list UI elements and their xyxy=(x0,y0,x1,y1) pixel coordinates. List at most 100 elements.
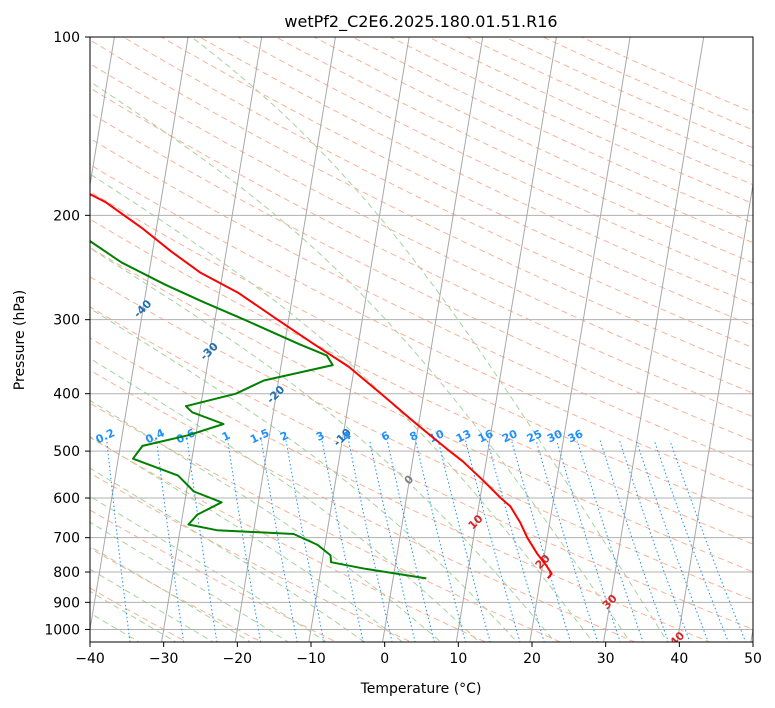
x-tick-label: −30 xyxy=(149,651,179,667)
mixing-ratio-line xyxy=(487,440,545,642)
x-tick-label: −20 xyxy=(223,651,253,667)
dry-adiabat-line xyxy=(427,37,753,186)
x-tick-label: −40 xyxy=(75,651,105,667)
moist-adiabat-line xyxy=(90,247,556,642)
dry-adiabat-line xyxy=(90,112,753,442)
dry-adiabat-line xyxy=(90,337,711,642)
dry-adiabat-line xyxy=(198,37,753,305)
isotherm-line xyxy=(308,37,410,642)
mixing-ratio-line xyxy=(415,440,466,642)
y-tick-label: 900 xyxy=(53,595,80,611)
isotherm-line xyxy=(455,37,557,642)
dry-adiabat-line xyxy=(90,246,753,573)
mixing-ratio-line xyxy=(369,440,416,642)
mixing-ratio-line xyxy=(635,440,709,642)
mixing-ratio-label: 30 xyxy=(545,427,565,445)
isotherm-line xyxy=(676,181,753,642)
y-tick-label: 300 xyxy=(53,313,80,329)
x-tick-label: 50 xyxy=(744,651,762,667)
moist-adiabat-line xyxy=(90,80,631,642)
mixing-ratio-label: 20 xyxy=(500,427,520,445)
dry-adiabat-line xyxy=(465,37,753,167)
mixing-ratio-label: 16 xyxy=(476,427,496,445)
isotherm-line xyxy=(382,37,484,642)
y-tick-label: 500 xyxy=(53,444,80,460)
moist-adiabats xyxy=(90,37,669,642)
mixing-ratio-line xyxy=(227,440,262,642)
moist-adiabat-line xyxy=(90,545,252,642)
mixing-ratio-line xyxy=(619,440,691,642)
x-tick-label: −10 xyxy=(296,651,326,667)
temperature-profile-line xyxy=(90,193,553,580)
dry-adiabat-line xyxy=(90,87,753,418)
mixing-ratio-line xyxy=(465,440,521,642)
dry-adiabat-line xyxy=(90,306,753,630)
mixing-ratio-line xyxy=(535,440,599,642)
moist-adiabat-line xyxy=(90,521,290,642)
moist-adiabat-line xyxy=(90,590,178,642)
dry-adiabat-line xyxy=(274,37,753,264)
dry-adiabat-line xyxy=(90,402,562,642)
profile-lines xyxy=(90,193,553,580)
dry-adiabat-line xyxy=(90,276,753,601)
mixing-ratio-line xyxy=(556,440,621,642)
isotherm-gridlines xyxy=(90,37,753,642)
moist-adiabat-line xyxy=(90,467,366,642)
dry-adiabat-line xyxy=(90,369,637,642)
x-tick-label: 20 xyxy=(523,651,541,667)
mixing-ratio-label: 25 xyxy=(525,427,544,445)
dry-adiabat-line xyxy=(389,37,753,205)
mixing-ratio-line xyxy=(437,440,491,642)
isotherm-line xyxy=(90,37,189,633)
mixing-ratio-line xyxy=(285,440,325,642)
x-axis-label: Temperature (°C) xyxy=(360,681,482,697)
mixing-ratio-label: 13 xyxy=(454,427,473,445)
plot-area: -100-90-80-70-60-50-40-30-20-10010203040… xyxy=(90,37,753,642)
mixing-ratio-label: 10 xyxy=(427,427,447,445)
dry-adiabat-line xyxy=(90,509,338,642)
isotherm-line xyxy=(161,37,263,642)
y-tick-label: 400 xyxy=(53,387,80,403)
dry-adiabat-line xyxy=(313,37,753,244)
isotherm-line xyxy=(234,37,336,642)
y-tick-label: 600 xyxy=(53,491,80,507)
x-tick-label: 40 xyxy=(670,651,688,667)
isotherm-line xyxy=(529,37,631,642)
moist-adiabat-line xyxy=(90,399,442,642)
mixing-ratio-line xyxy=(260,440,298,642)
dry-adiabat-line xyxy=(90,137,753,467)
y-axis-label: Pressure (hPa) xyxy=(12,290,28,390)
mixing-ratio-line xyxy=(576,440,644,642)
y-tick-label: 800 xyxy=(53,565,80,581)
x-tick-label: 10 xyxy=(449,651,467,667)
x-tick-label: 0 xyxy=(380,651,389,667)
dry-adiabat-line xyxy=(90,63,753,394)
x-axis: −40 −30 −20 −10 0 10 20 30 40 50 xyxy=(75,642,762,667)
y-tick-label: 700 xyxy=(53,531,80,547)
moist-adiabat-line xyxy=(90,173,594,642)
mixing-ratio-line xyxy=(386,440,435,642)
y-tick-label: 200 xyxy=(53,208,80,224)
mixing-ratio-line xyxy=(511,440,572,642)
isobar-gridlines xyxy=(90,37,753,630)
plot-frame xyxy=(89,36,754,643)
y-tick-label: 100 xyxy=(53,30,80,46)
y-axis: 100 200 300 400 500 600 700 800 900 1000 xyxy=(44,30,90,638)
dry-adiabat-line xyxy=(236,37,753,284)
isotherm-line xyxy=(90,37,115,188)
mixing-ratio-lines xyxy=(106,440,747,642)
mixing-ratio-line xyxy=(321,440,364,642)
moist-adiabat-line xyxy=(90,568,215,642)
mixing-ratio-line xyxy=(599,440,670,642)
isotherm-line xyxy=(603,37,705,642)
moist-adiabat-line xyxy=(90,357,480,642)
dry-adiabats xyxy=(90,37,753,642)
mixing-ratio-line xyxy=(348,440,393,642)
mixing-ratio-label: 36 xyxy=(566,427,586,445)
dewpoint-profile-line xyxy=(90,239,427,580)
chart-title: wetPf2_C2E6.2025.180.01.51.R16 xyxy=(284,12,557,32)
dry-adiabat-line xyxy=(90,39,753,371)
x-tick-label: 30 xyxy=(597,651,615,667)
